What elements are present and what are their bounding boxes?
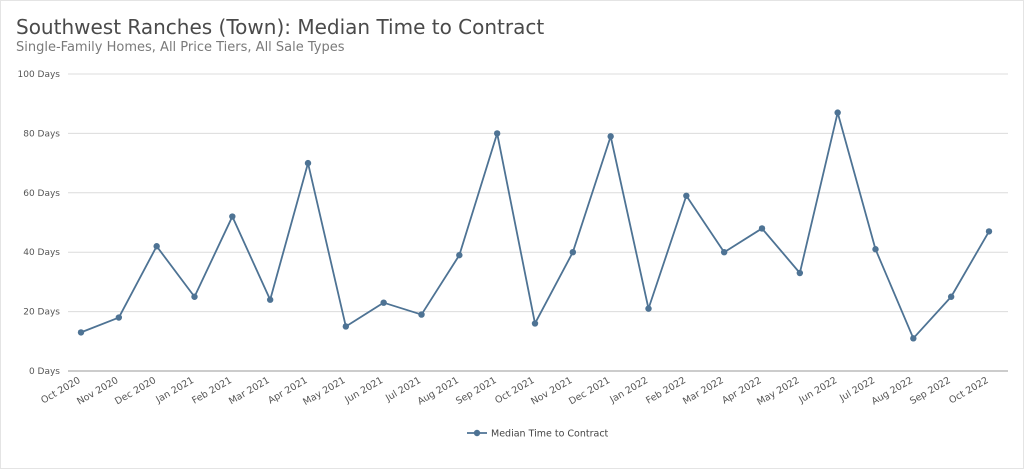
data-point[interactable] xyxy=(115,314,123,321)
y-tick-label: 0 Days xyxy=(29,367,60,377)
data-point[interactable] xyxy=(418,311,425,318)
x-tick-label: Oct 2020 xyxy=(39,375,82,406)
series-line xyxy=(80,111,990,340)
gridlines xyxy=(68,73,1008,372)
data-point[interactable] xyxy=(834,109,841,116)
data-point[interactable] xyxy=(683,192,690,199)
x-tick-label: Mar 2021 xyxy=(227,375,272,407)
x-tick-label: Nov 2021 xyxy=(529,375,574,407)
x-tick-label: Feb 2022 xyxy=(644,375,688,407)
legend-swatch-marker xyxy=(473,429,481,437)
data-point[interactable] xyxy=(607,133,614,140)
x-tick-label: Sep 2022 xyxy=(908,375,953,407)
chart-subtitle: Single-Family Homes, All Price Tiers, Al… xyxy=(16,40,345,55)
x-tick-label: Aug 2021 xyxy=(416,375,461,407)
series-group xyxy=(77,109,993,342)
x-tick-label: Jun 2021 xyxy=(342,375,385,406)
data-point[interactable] xyxy=(493,130,501,137)
data-point[interactable] xyxy=(304,159,312,167)
data-point[interactable] xyxy=(153,243,160,250)
x-tick-label: Nov 2020 xyxy=(75,375,120,407)
y-tick-label: 20 Days xyxy=(23,308,60,318)
x-tick-label: Jan 2022 xyxy=(607,375,650,406)
data-point[interactable] xyxy=(947,293,955,300)
data-point[interactable] xyxy=(758,225,766,232)
x-tick-label: Feb 2021 xyxy=(190,375,234,407)
data-point[interactable] xyxy=(456,251,463,259)
data-point[interactable] xyxy=(229,213,236,220)
data-point[interactable] xyxy=(910,335,917,342)
legend-label[interactable]: Median Time to Contract xyxy=(491,429,609,440)
data-point[interactable] xyxy=(380,299,387,306)
x-tick-label: Dec 2021 xyxy=(567,375,612,407)
data-point[interactable] xyxy=(531,320,539,327)
data-point[interactable] xyxy=(985,228,993,235)
data-point[interactable] xyxy=(645,305,652,312)
y-axis-ticks: 0 Days 20 Days 40 Days 60 Days 80 Days 100 Da… xyxy=(18,70,61,377)
x-tick-label: Oct 2021 xyxy=(493,375,536,406)
x-tick-label: May 2022 xyxy=(755,375,801,408)
x-tick-label: Jan 2021 xyxy=(153,375,196,406)
x-tick-label: Jun 2022 xyxy=(796,375,839,406)
x-tick-label: Aug 2022 xyxy=(870,375,915,407)
data-point[interactable] xyxy=(720,249,728,256)
data-point[interactable] xyxy=(342,323,350,330)
data-point[interactable] xyxy=(77,329,85,336)
data-point[interactable] xyxy=(569,249,577,256)
y-tick-label: 60 Days xyxy=(23,189,60,199)
x-tick-label: Sep 2021 xyxy=(454,375,499,407)
data-point[interactable] xyxy=(266,296,274,303)
data-point[interactable] xyxy=(796,269,804,277)
x-tick-label: May 2021 xyxy=(301,375,347,408)
y-tick-label: 100 Days xyxy=(18,70,61,80)
data-point[interactable] xyxy=(872,246,879,253)
x-tick-label: Oct 2022 xyxy=(947,375,990,406)
y-tick-label: 40 Days xyxy=(23,248,60,258)
x-tick-label: Dec 2020 xyxy=(113,375,158,407)
y-tick-label: 80 Days xyxy=(23,129,60,139)
data-point[interactable] xyxy=(191,293,198,300)
legend: Median Time to Contract xyxy=(467,429,609,440)
chart-title: Southwest Ranches (Town): Median Time to… xyxy=(16,15,545,39)
x-tick-label: Mar 2022 xyxy=(681,375,726,407)
